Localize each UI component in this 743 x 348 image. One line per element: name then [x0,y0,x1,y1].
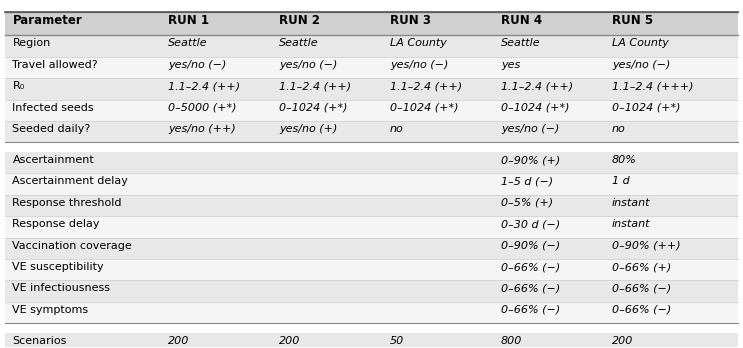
Text: Travel allowed?: Travel allowed? [13,60,98,70]
Text: 1.1–2.4 (++): 1.1–2.4 (++) [168,81,240,91]
Text: 80%: 80% [612,155,637,165]
FancyBboxPatch shape [5,333,738,348]
Text: RUN 5: RUN 5 [612,14,653,27]
FancyBboxPatch shape [5,216,738,238]
Text: RUN 1: RUN 1 [168,14,209,27]
Text: yes: yes [501,60,520,70]
Text: instant: instant [612,219,651,229]
Text: no: no [390,124,403,134]
Text: 1 d: 1 d [612,176,630,187]
Text: Response threshold: Response threshold [13,198,122,208]
Text: RUN 2: RUN 2 [279,14,320,27]
Text: Parameter: Parameter [13,14,82,27]
FancyBboxPatch shape [5,152,738,173]
Text: 0–66% (−): 0–66% (−) [501,284,560,293]
Text: 0–1024 (+*): 0–1024 (+*) [501,103,570,113]
Text: RUN 4: RUN 4 [501,14,542,27]
FancyBboxPatch shape [5,100,738,121]
Text: 1.1–2.4 (++): 1.1–2.4 (++) [390,81,462,91]
Text: VE susceptibility: VE susceptibility [13,262,104,272]
Text: VE infectiousness: VE infectiousness [13,284,111,293]
Text: yes/no (+): yes/no (+) [279,124,337,134]
Text: Infected seeds: Infected seeds [13,103,94,113]
Text: Seeded daily?: Seeded daily? [13,124,91,134]
Text: no: no [612,124,626,134]
Text: 200: 200 [612,336,634,346]
Text: 800: 800 [501,336,522,346]
Text: LA County: LA County [390,38,447,48]
Text: 0–66% (−): 0–66% (−) [501,305,560,315]
Text: 0–66% (−): 0–66% (−) [612,284,672,293]
Text: 0–5% (+): 0–5% (+) [501,198,554,208]
Text: Response delay: Response delay [13,219,100,229]
Text: 0–66% (−): 0–66% (−) [501,262,560,272]
Text: 0–66% (−): 0–66% (−) [612,305,672,315]
FancyBboxPatch shape [5,195,738,216]
FancyBboxPatch shape [5,280,738,302]
Text: 1.1–2.4 (+++): 1.1–2.4 (+++) [612,81,693,91]
FancyBboxPatch shape [5,12,738,35]
Text: yes/no (−): yes/no (−) [501,124,559,134]
FancyBboxPatch shape [5,35,738,57]
Text: Scenarios: Scenarios [13,336,67,346]
Text: 0–1024 (+*): 0–1024 (+*) [279,103,348,113]
Text: VE symptoms: VE symptoms [13,305,88,315]
Text: Ascertainment: Ascertainment [13,155,94,165]
Text: Seattle: Seattle [501,38,541,48]
Text: 0–1024 (+*): 0–1024 (+*) [390,103,458,113]
FancyBboxPatch shape [5,78,738,100]
Text: 200: 200 [279,336,300,346]
Text: Region: Region [13,38,51,48]
Text: RUN 3: RUN 3 [390,14,431,27]
Text: instant: instant [612,198,651,208]
FancyBboxPatch shape [5,57,738,78]
Text: 0–90% (−): 0–90% (−) [501,241,560,251]
Text: yes/no (−): yes/no (−) [390,60,448,70]
FancyBboxPatch shape [5,173,738,195]
FancyBboxPatch shape [5,259,738,280]
Text: 0–5000 (+*): 0–5000 (+*) [168,103,236,113]
Text: Vaccination coverage: Vaccination coverage [13,241,132,251]
Text: 1.1–2.4 (++): 1.1–2.4 (++) [279,81,351,91]
Text: 1.1–2.4 (++): 1.1–2.4 (++) [501,81,573,91]
FancyBboxPatch shape [5,121,738,142]
Text: Seattle: Seattle [168,38,207,48]
Text: 0–66% (+): 0–66% (+) [612,262,672,272]
Text: Seattle: Seattle [279,38,319,48]
FancyBboxPatch shape [5,238,738,259]
Text: LA County: LA County [612,38,669,48]
Text: 0–90% (+): 0–90% (+) [501,155,560,165]
Text: R₀: R₀ [13,81,25,91]
Text: yes/no (−): yes/no (−) [168,60,227,70]
Text: 0–1024 (+*): 0–1024 (+*) [612,103,681,113]
FancyBboxPatch shape [5,302,738,323]
Text: 50: 50 [390,336,404,346]
Text: 200: 200 [168,336,189,346]
Text: Ascertainment delay: Ascertainment delay [13,176,129,187]
Text: yes/no (−): yes/no (−) [279,60,337,70]
Text: yes/no (++): yes/no (++) [168,124,236,134]
Text: 0–30 d (−): 0–30 d (−) [501,219,560,229]
Text: 0–90% (++): 0–90% (++) [612,241,681,251]
Text: 1–5 d (−): 1–5 d (−) [501,176,554,187]
Text: yes/no (−): yes/no (−) [612,60,670,70]
